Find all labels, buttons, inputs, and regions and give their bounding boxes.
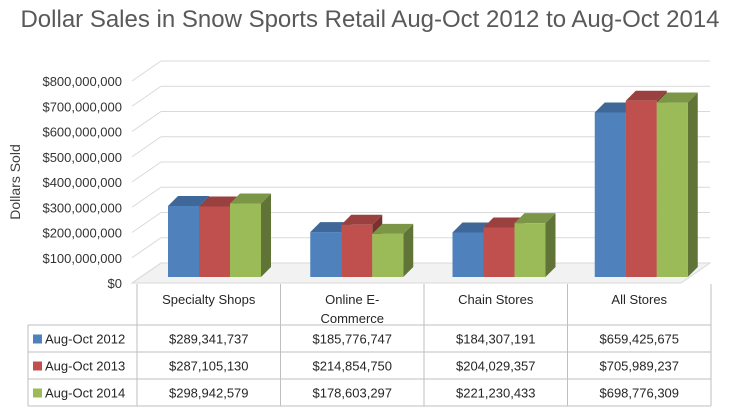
gridline-side	[131, 85, 162, 107]
category-label: All Stores	[611, 292, 667, 307]
legend-swatch	[33, 334, 42, 344]
category-label: Online E-	[325, 292, 379, 307]
category-label: Specialty Shops	[162, 292, 256, 307]
bar	[310, 232, 342, 277]
legend-swatch	[33, 388, 42, 398]
bar	[594, 112, 626, 277]
y-tick-label: $100,000,000	[42, 251, 122, 266]
legend-label: Aug-Oct 2012	[45, 332, 125, 347]
category-label: Commerce	[320, 311, 384, 326]
gridline-side	[131, 212, 162, 233]
y-tick-label: $200,000,000	[42, 226, 122, 241]
bar	[514, 223, 546, 277]
y-tick-label: $800,000,000	[42, 74, 122, 89]
bar-side	[403, 223, 414, 277]
y-tick-label: $400,000,000	[42, 175, 122, 190]
data-value: $214,854,750	[312, 359, 392, 374]
bar	[230, 203, 261, 277]
chart-title: Dollar Sales in Snow Sports Retail Aug-O…	[20, 6, 720, 33]
bar-top	[483, 217, 525, 228]
gridline-side	[131, 111, 162, 132]
bar-top	[594, 102, 636, 113]
gridline-side	[131, 186, 162, 208]
data-value: $289,341,737	[169, 332, 249, 347]
bar	[625, 100, 657, 277]
data-value: $221,230,433	[456, 386, 536, 401]
data-value: $204,029,357	[456, 359, 536, 374]
y-tick-label: $300,000,000	[42, 200, 122, 215]
gridline-side	[131, 136, 162, 158]
data-value: $705,989,237	[599, 359, 679, 374]
data-value: $185,776,747	[312, 332, 392, 347]
bar	[372, 233, 404, 277]
bar-side	[545, 213, 556, 277]
data-value: $698,776,309	[599, 386, 679, 401]
legend-label: Aug-Oct 2014	[45, 386, 125, 401]
bar-top	[341, 214, 383, 225]
data-value: $287,105,130	[169, 359, 249, 374]
bar-top	[168, 195, 209, 206]
bar-top	[514, 213, 556, 224]
bar	[656, 102, 688, 277]
bar-side	[687, 92, 698, 277]
gridline-side	[131, 262, 162, 284]
bar	[199, 206, 230, 277]
category-label: Chain Stores	[458, 292, 534, 307]
data-value: $178,603,297	[312, 386, 392, 401]
bar-top	[230, 193, 271, 204]
bar-top	[452, 222, 494, 233]
bar-top	[199, 196, 240, 207]
y-axis-title: Dollars Sold	[7, 144, 23, 219]
gridline-side	[131, 237, 162, 259]
data-value: $184,307,191	[456, 332, 536, 347]
bar-top	[656, 92, 698, 103]
y-tick-label: $0	[108, 276, 122, 291]
y-tick-label: $500,000,000	[42, 150, 122, 165]
bar	[483, 227, 515, 277]
bar-side	[261, 193, 271, 277]
legend-label: Aug-Oct 2013	[45, 359, 125, 374]
gridline-side	[131, 161, 162, 183]
legend-swatch	[33, 361, 42, 371]
y-tick-label: $600,000,000	[42, 125, 122, 140]
bar	[341, 224, 373, 277]
data-value: $659,425,675	[599, 332, 679, 347]
bar-top	[310, 222, 352, 233]
y-tick-label: $700,000,000	[42, 99, 122, 114]
gridline-side	[131, 60, 162, 82]
bar-top	[625, 90, 667, 101]
bar	[452, 232, 484, 277]
bar-top	[372, 223, 414, 234]
data-value: $298,942,579	[169, 386, 249, 401]
bar	[168, 205, 199, 277]
